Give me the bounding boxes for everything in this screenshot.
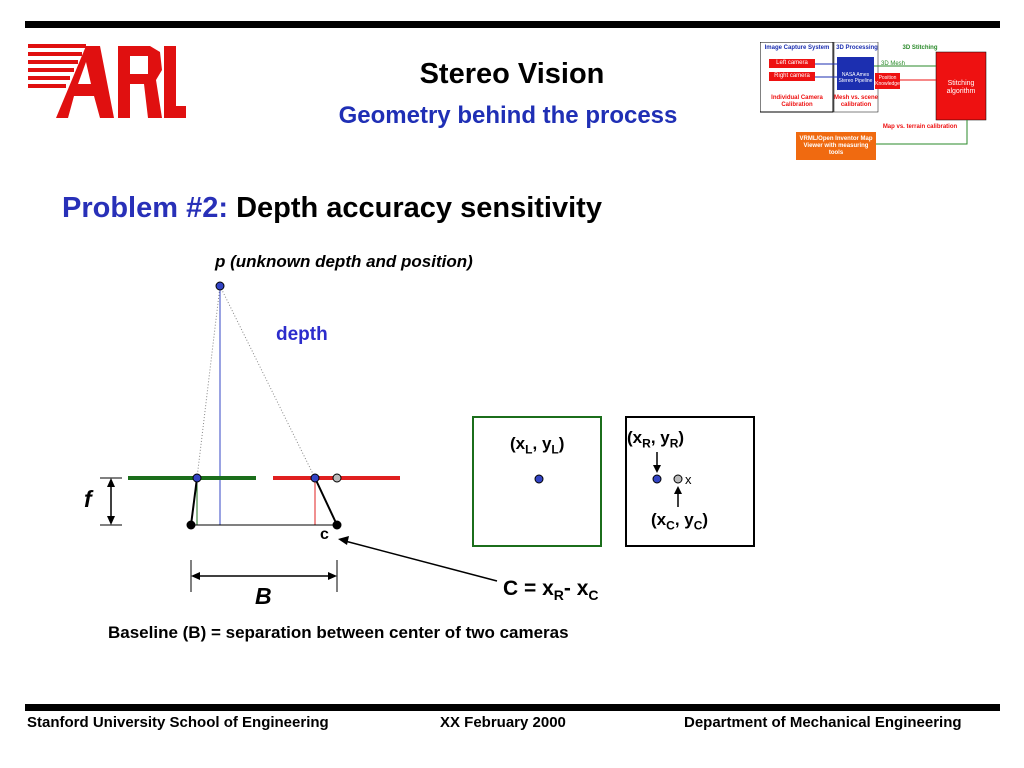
footer-left: Stanford University School of Engineerin… (27, 714, 329, 731)
footer-center: XX February 2000 (440, 714, 566, 731)
flow-position-knowledge: Position Knowledge (875, 75, 900, 87)
problem-text: Depth accuracy sensitivity (236, 192, 602, 224)
right-coord-label: (xR, yR) (627, 428, 685, 451)
flow-col3-head: 3D Stitching (902, 45, 938, 51)
flow-pipeline: NASA Ames Stereo Pipeline (838, 72, 873, 84)
depth-label: depth (276, 324, 328, 345)
up-arrow (674, 486, 682, 494)
left-camera-center (186, 520, 196, 530)
footer-right: Department of Mechanical Engineering (684, 714, 962, 731)
right-center-point (332, 473, 342, 483)
equation-pointer-arrow (344, 540, 498, 582)
ray-left (196, 285, 221, 479)
arl-logo (28, 44, 186, 118)
bottom-rule (25, 704, 1000, 711)
c-label: c (320, 526, 329, 543)
problem-heading: Problem #2: Depth accuracy sensitivity (62, 192, 602, 225)
center-coord-label: (xC, yC) (651, 510, 709, 533)
x-mark-label: x (685, 472, 692, 487)
problem-label: Problem #2: (62, 192, 228, 224)
pipeline-flowchart: Image Capture System 3D Processing 3D St… (760, 42, 990, 164)
flow-map-terrain: Map vs. terrain calibration (882, 124, 958, 130)
ray-right (219, 285, 316, 479)
disparity-equation: C = xR- xC (503, 577, 599, 604)
left-projection-point (192, 473, 202, 483)
left-camera-ray (190, 477, 198, 526)
top-rule (25, 21, 1000, 28)
right-projection-point (310, 473, 320, 483)
flow-stitching: Stitching algorithm (946, 80, 976, 95)
baseline-B-label: B (255, 583, 272, 609)
slide-title: Stereo Vision (419, 58, 605, 90)
flowchart-frame (760, 42, 987, 160)
down-arrow (653, 465, 661, 473)
flow-mesh-label: 3D Mesh (880, 61, 905, 67)
point-p-label: p (unknown depth and position) (215, 252, 473, 271)
flow-col1-head: Image Capture System (764, 45, 830, 51)
flow-mesh-vs-scene: Mesh vs. scene calibration (833, 95, 879, 108)
right-image-point (652, 474, 662, 484)
left-image-point (534, 474, 544, 484)
right-image-box (625, 416, 755, 547)
flow-calibration: Individual Camera Calibration (771, 95, 823, 108)
flow-col2-head: 3D Processing (836, 45, 878, 51)
baseline-definition: Baseline (B) = separation between center… (108, 623, 569, 642)
flow-viewer: VRML/Open Inventor Map Viewer with measu… (799, 136, 873, 156)
focal-length-label: f (84, 486, 92, 512)
flow-right-camera: Right camera (774, 73, 810, 79)
flow-left-camera: Left camera (776, 60, 808, 66)
point-p (215, 281, 225, 291)
right-camera-center (332, 520, 342, 530)
left-coord-label: (xL, yL) (510, 434, 565, 457)
right-camera-ray (314, 477, 338, 526)
right-image-center (673, 474, 683, 484)
slide-subtitle: Geometry behind the process (338, 102, 678, 129)
